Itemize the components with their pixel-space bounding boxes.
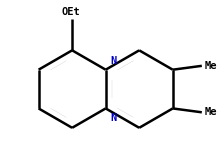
- Text: N: N: [110, 56, 117, 66]
- Text: Me: Me: [204, 107, 217, 117]
- Text: OEt: OEt: [62, 7, 81, 17]
- Text: N: N: [110, 113, 117, 123]
- Text: Me: Me: [204, 61, 217, 71]
